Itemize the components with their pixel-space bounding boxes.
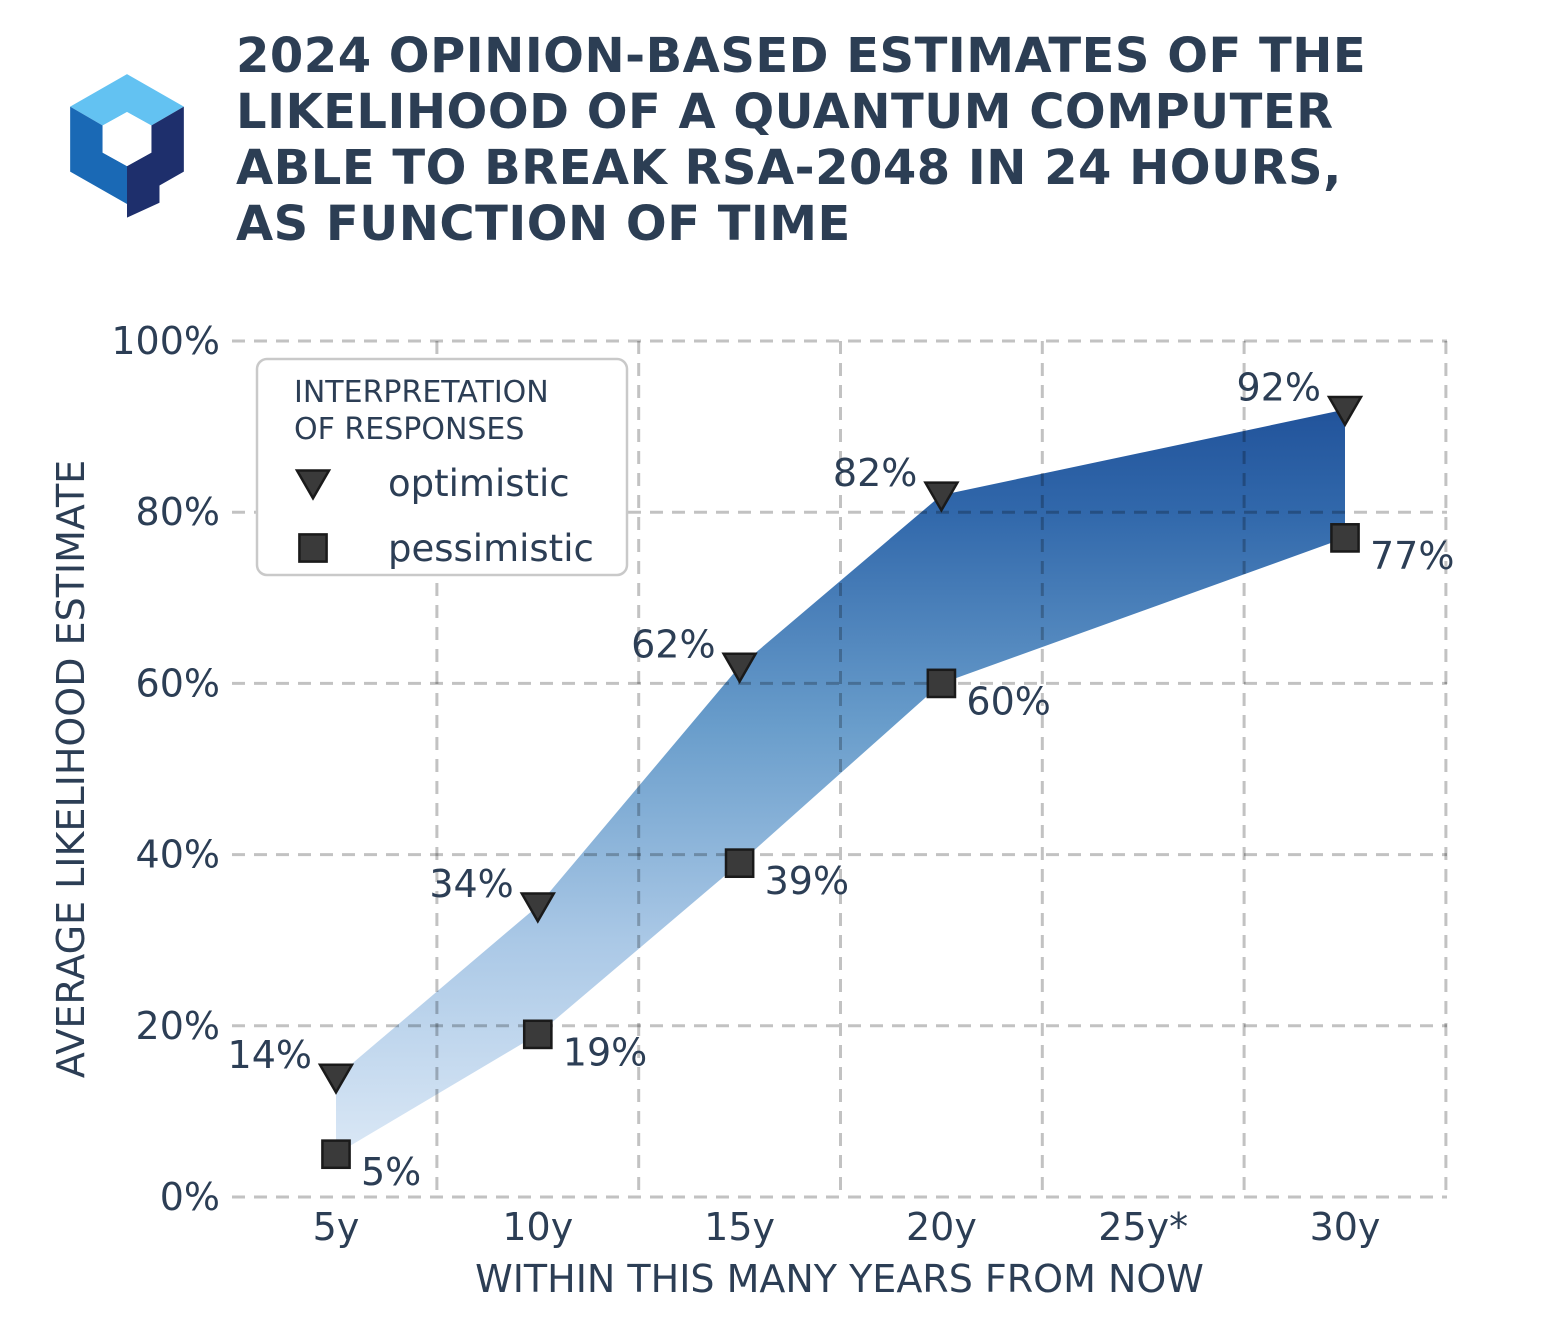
data-point-marker-optimistic [317,1063,355,1095]
legend-title-line: OF RESPONSES [294,412,524,447]
data-point-label-optimistic: 82% [833,451,917,495]
y-axis-title: AVERAGE LIKELIHOOD ESTIMATE [49,460,93,1078]
chart-title: 2024 OPINION-BASED ESTIMATES OF THE LIKE… [236,28,1476,252]
data-point-label-pessimistic: 5% [361,1150,421,1194]
legend-entry-label: optimistic [388,462,570,505]
legend-marker-pessimistic [298,533,328,563]
logo-left-face [70,106,127,205]
data-point-label-optimistic: 34% [429,862,513,906]
x-tick-label: 15y [704,1205,775,1249]
chart-title-line: LIKELIHOOD OF A QUANTUM COMPUTER [236,84,1334,140]
legend-box [255,357,629,577]
logo-top-face [70,74,184,126]
chart-title-line: AS FUNCTION OF TIME [236,196,851,252]
x-tick-label: 10y [502,1205,573,1249]
chart-title-line: 2024 OPINION-BASED ESTIMATES OF THE [236,28,1367,84]
data-point-label-pessimistic: 39% [765,859,849,903]
data-point-marker-pessimistic [1330,523,1360,553]
y-tick-label: 20% [136,1004,220,1048]
data-point-marker-pessimistic [724,848,755,879]
company-logo [70,74,184,218]
data-point-label-pessimistic: 19% [563,1030,647,1074]
data-point-label-optimistic: 14% [228,1033,312,1077]
data-point-marker-pessimistic [522,1019,553,1050]
chart-title-line: ABLE TO BREAK RSA-2048 IN 24 HOURS, [236,140,1342,196]
x-tick-label: 5y [313,1205,360,1249]
legend-entry-label: pessimistic [388,527,594,570]
y-tick-label: 40% [136,833,220,877]
data-point-marker-pessimistic [926,668,957,699]
estimate-band-area [336,409,1345,1155]
y-tick-label: 60% [136,661,220,705]
data-point-label-optimistic: 62% [631,622,715,666]
x-tick-label: 20y [906,1205,977,1249]
x-tick-label: 30y [1310,1205,1381,1249]
x-tick-label: 25y* [1098,1205,1188,1249]
data-point-marker-optimistic [1326,395,1364,428]
x-axis-title: WITHIN THIS MANY YEARS FROM NOW [475,1257,1204,1301]
logo-right-face [127,106,184,218]
y-tick-label: 100% [111,319,220,363]
y-tick-label: 80% [136,490,220,534]
logo-center-hexagon [102,112,152,167]
y-tick-label: 0% [160,1175,220,1219]
data-point-label-pessimistic: 60% [966,679,1050,723]
data-point-marker-pessimistic [321,1139,351,1170]
legend-title-line: INTERPRETATION [294,375,549,410]
data-point-label-pessimistic: 77% [1370,534,1454,578]
data-point-marker-optimistic [923,481,960,513]
data-point-marker-optimistic [721,652,758,684]
data-point-marker-optimistic [519,892,556,924]
data-point-label-optimistic: 92% [1237,365,1321,409]
legend-marker-optimistic [294,469,332,501]
